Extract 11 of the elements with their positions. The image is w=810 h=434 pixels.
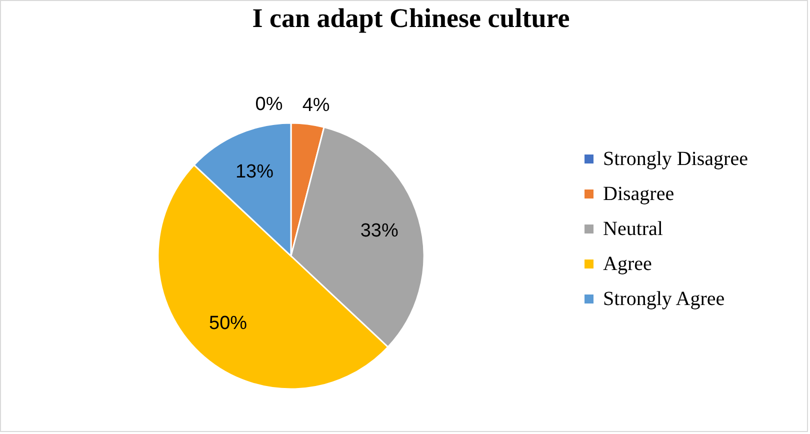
data-label: 33%: [360, 220, 398, 242]
data-label: 4%: [302, 95, 330, 116]
legend-label: Strongly Disagree: [603, 148, 748, 170]
text: 0%: [255, 94, 283, 115]
chart-title: I can adapt Chinese culture: [252, 3, 570, 33]
data-label: 50%: [209, 313, 248, 334]
data-label: 13%: [235, 162, 274, 183]
legend-label: Neutral: [603, 218, 664, 240]
legend-label: Disagree: [603, 183, 674, 205]
legend-label: Agree: [603, 253, 652, 275]
legend-label: Strongly Agree: [603, 288, 725, 310]
